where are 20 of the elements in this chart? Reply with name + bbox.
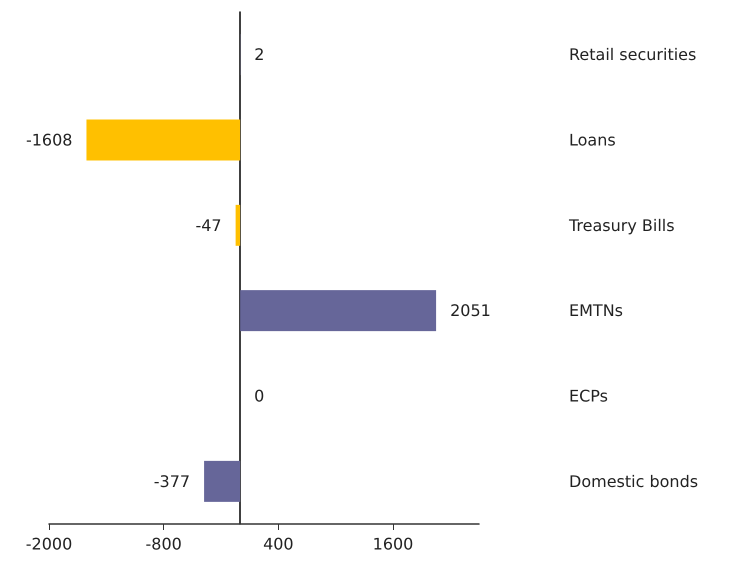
bar: [236, 204, 240, 246]
data-label: 0: [254, 386, 264, 406]
x-tick-label: 400: [263, 534, 294, 554]
y-tick-label: Treasury Bills: [568, 216, 675, 235]
y-tick-label: Domestic bonds: [569, 472, 698, 491]
y-tick-label: ECPs: [569, 386, 608, 406]
bar: [240, 290, 436, 332]
data-label: -1608: [26, 130, 72, 150]
data-label: -377: [154, 472, 190, 491]
x-tick-label: -800: [146, 534, 182, 554]
y-tick-label: Loans: [569, 130, 616, 150]
data-label: -47: [195, 216, 222, 235]
y-tick-label: Retail securities: [569, 45, 696, 64]
bar: [204, 460, 240, 502]
y-tick-label: EMTNs: [569, 301, 623, 320]
bar: [86, 120, 240, 160]
data-label: 2051: [450, 301, 491, 320]
data-label: 2: [254, 45, 264, 64]
x-tick-label: 1600: [372, 534, 414, 554]
x-tick-label: -2000: [26, 534, 72, 554]
